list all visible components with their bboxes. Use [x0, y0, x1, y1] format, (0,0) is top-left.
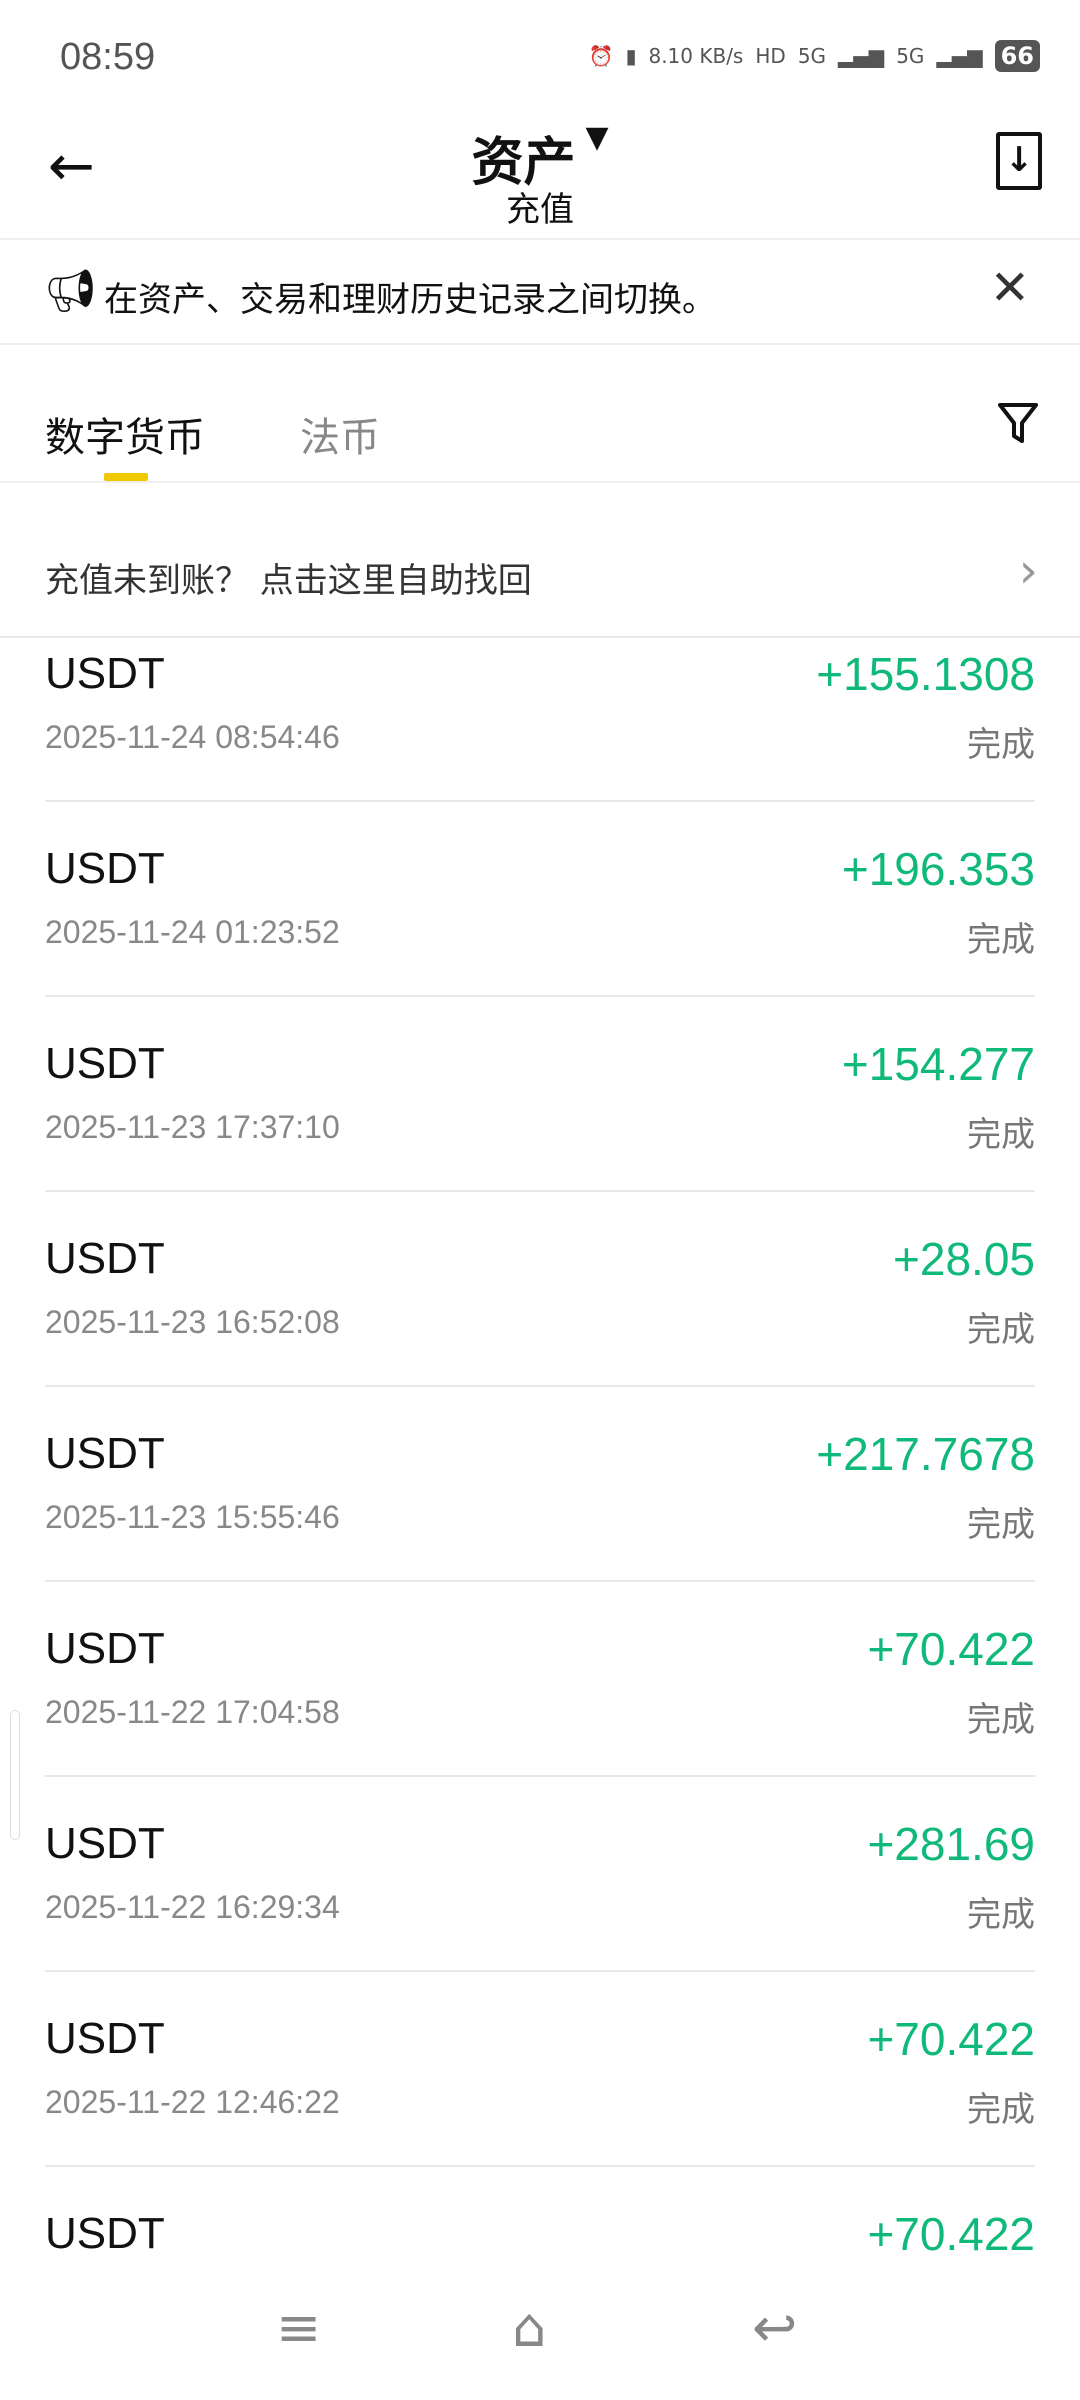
- record-row[interactable]: USDT +70.422: [45, 2167, 1035, 2270]
- sim2-signal: 5G: [896, 44, 925, 68]
- system-nav-bar: ≡ ⌂ ↩: [0, 2270, 1080, 2400]
- tab-fiat[interactable]: 法币: [300, 415, 380, 461]
- record-status: 完成: [967, 2090, 1035, 2130]
- coin-name: USDT: [45, 1429, 165, 1478]
- sim1-signal: 5G: [797, 44, 827, 68]
- net-speed: 8.10 KB/s: [648, 44, 744, 68]
- record-status: 完成: [967, 1310, 1035, 1350]
- battery-level: 66: [994, 40, 1040, 72]
- record-row[interactable]: USDT 2025-11-24 08:54:46 +155.1308 完成: [45, 640, 1035, 802]
- record-amount: +70.422: [867, 2013, 1035, 2065]
- record-status: 完成: [967, 1505, 1035, 1545]
- megaphone-icon: 📢︎: [44, 266, 98, 315]
- record-row[interactable]: USDT 2025-11-23 17:37:10 +154.277 完成: [45, 997, 1035, 1192]
- page-title: 资产: [471, 133, 576, 193]
- coin-name: USDT: [45, 1819, 165, 1868]
- chevron-right-icon: ›: [1018, 543, 1038, 599]
- record-amount: +28.05: [893, 1233, 1035, 1285]
- record-date: 2025-11-23 17:37:10: [45, 1109, 340, 1145]
- record-amount: +155.1308: [816, 648, 1035, 700]
- coin-name: USDT: [45, 649, 165, 698]
- record-date: 2025-11-24 08:54:46: [45, 719, 340, 755]
- coin-name: USDT: [45, 1234, 165, 1283]
- self-help-link[interactable]: 充值未到账？ 点击这里自助找回 ›: [0, 483, 1080, 638]
- coin-name: USDT: [45, 1624, 165, 1673]
- record-row[interactable]: USDT 2025-11-22 16:29:34 +281.69 完成: [45, 1777, 1035, 1972]
- record-date: 2025-11-23 15:55:46: [45, 1499, 340, 1535]
- status-bar: 08:59 ⏰ ▮ 8.10 KB/s HD 5G ▂▄▆ 5G ▂▄▆ 66: [0, 0, 1080, 120]
- download-icon[interactable]: ↓: [996, 132, 1042, 190]
- coin-name: USDT: [45, 2209, 165, 2258]
- record-status: 完成: [967, 920, 1035, 960]
- record-status: 完成: [967, 725, 1035, 765]
- record-amount: +217.7678: [816, 1428, 1035, 1480]
- coin-name: USDT: [45, 2014, 165, 2063]
- record-row[interactable]: USDT 2025-11-24 01:23:52 +196.353 完成: [45, 802, 1035, 997]
- back-icon[interactable]: ↩: [752, 2296, 798, 2359]
- record-amount: +70.422: [867, 2208, 1035, 2260]
- coin-name: USDT: [45, 1039, 165, 1088]
- page-title-dropdown[interactable]: 资产 ▼: [0, 120, 1080, 195]
- filter-icon[interactable]: [996, 400, 1040, 457]
- record-date: 2025-11-22 17:04:58: [45, 1694, 340, 1730]
- status-time: 08:59: [60, 36, 156, 78]
- back-arrow-icon[interactable]: ←: [48, 134, 95, 199]
- record-status: 完成: [967, 1700, 1035, 1740]
- notice-text: 在资产、交易和理财历史记录之间切换。: [104, 280, 716, 320]
- tab-crypto[interactable]: 数字货币: [45, 415, 205, 461]
- status-icons: ⏰ ▮ 8.10 KB/s HD 5G ▂▄▆ 5G ▂▄▆ 66: [589, 40, 1040, 72]
- record-amount: +154.277: [841, 1038, 1035, 1090]
- record-row[interactable]: USDT 2025-11-22 12:46:22 +70.422 完成: [45, 1972, 1035, 2167]
- hd-icon: HD: [755, 44, 786, 68]
- home-icon[interactable]: ⌂: [512, 2296, 547, 2359]
- caret-down-icon: ▼: [585, 120, 609, 155]
- record-date: 2025-11-23 16:52:08: [45, 1304, 340, 1340]
- record-status: 完成: [967, 1115, 1035, 1155]
- record-row[interactable]: USDT 2025-11-22 17:04:58 +70.422 完成: [45, 1582, 1035, 1777]
- notice-bar: 📢︎ 在资产、交易和理财历史记录之间切换。 ✕: [0, 242, 1080, 345]
- record-amount: +196.353: [841, 843, 1035, 895]
- record-date: 2025-11-22 12:46:22: [45, 2084, 340, 2120]
- record-amount: +70.422: [867, 1623, 1035, 1675]
- scrollbar[interactable]: [10, 1710, 20, 1840]
- record-status: 完成: [967, 1895, 1035, 1935]
- close-icon[interactable]: ✕: [989, 260, 1030, 316]
- coin-name: USDT: [45, 844, 165, 893]
- record-row[interactable]: USDT 2025-11-23 16:52:08 +28.05 完成: [45, 1192, 1035, 1387]
- page-subtitle: 充值: [506, 190, 574, 230]
- tab-bar: 数字货币 法币: [0, 345, 1080, 483]
- self-help-text: 充值未到账？ 点击这里自助找回: [45, 561, 532, 601]
- header: ← 资产 ▼ 充值 ↓: [0, 120, 1080, 240]
- signal-icon: ▂▄▆: [838, 44, 885, 68]
- deposit-record-list: USDT 2025-11-24 08:54:46 +155.1308 完成 USDT 20…: [0, 640, 1080, 2270]
- record-amount: +281.69: [867, 1818, 1035, 1870]
- signal-icon: ▂▄▆: [936, 44, 983, 68]
- record-row[interactable]: USDT 2025-11-23 15:55:46 +217.7678 完成: [45, 1387, 1035, 1582]
- vibrate-icon: ▮: [625, 44, 637, 68]
- menu-icon[interactable]: ≡: [276, 2296, 322, 2359]
- record-date: 2025-11-22 16:29:34: [45, 1889, 340, 1925]
- alarm-icon: ⏰: [588, 44, 614, 68]
- record-date: 2025-11-24 01:23:52: [45, 914, 340, 950]
- active-tab-indicator: [104, 473, 148, 481]
